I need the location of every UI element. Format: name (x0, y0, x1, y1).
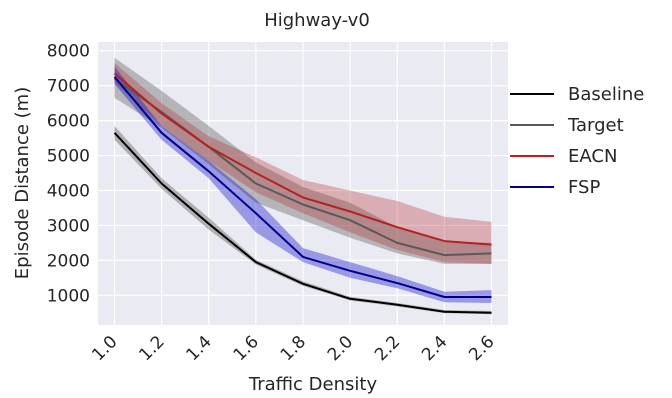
x-tick-label: 1.0 (88, 332, 121, 365)
y-tick-label: 8000 (47, 42, 90, 62)
series-line-baseline (113, 132, 492, 314)
y-tick-label: 3000 (47, 216, 90, 236)
y-tick-label: 1000 (47, 286, 90, 306)
y-tick-label: 5000 (47, 147, 90, 167)
band-target (114, 57, 492, 264)
x-tick-label: 1.4 (183, 332, 216, 365)
x-tick-label: 2.6 (465, 332, 498, 365)
y-tick-label: 6000 (47, 112, 90, 132)
legend-label-target: Target (567, 115, 624, 136)
x-axis-ticks: 1.0 1.2 1.4 1.6 1.8 2.0 2.2 2.4 2.6 (88, 332, 498, 365)
x-tick-label: 1.8 (277, 332, 310, 365)
series-line-eacn (113, 72, 492, 246)
y-tick-label: 2000 (47, 251, 90, 271)
x-tick-label: 2.4 (418, 332, 451, 365)
y-tick-label: 7000 (47, 77, 90, 97)
band-eacn (114, 63, 492, 264)
y-axis-label: Episode Distance (m) (12, 87, 33, 279)
legend-label-fsp: FSP (568, 177, 600, 198)
series-lines (113, 72, 492, 314)
x-tick-label: 1.6 (230, 332, 263, 365)
legend-label-eacn: EACN (568, 146, 617, 167)
x-tick-label: 1.2 (135, 332, 168, 365)
x-tick-label: 2.2 (371, 332, 404, 365)
legend: Baseline Target EACN FSP (510, 84, 644, 198)
chart-title: Highway-v0 (264, 10, 370, 31)
series-line-fsp (113, 76, 492, 298)
y-axis-ticks: 1000 2000 3000 4000 5000 6000 7000 8000 (47, 42, 90, 307)
y-tick-label: 4000 (47, 181, 90, 201)
x-tick-label: 2.0 (324, 332, 357, 365)
legend-label-baseline: Baseline (568, 84, 644, 105)
x-axis-label: Traffic Density (248, 374, 378, 395)
